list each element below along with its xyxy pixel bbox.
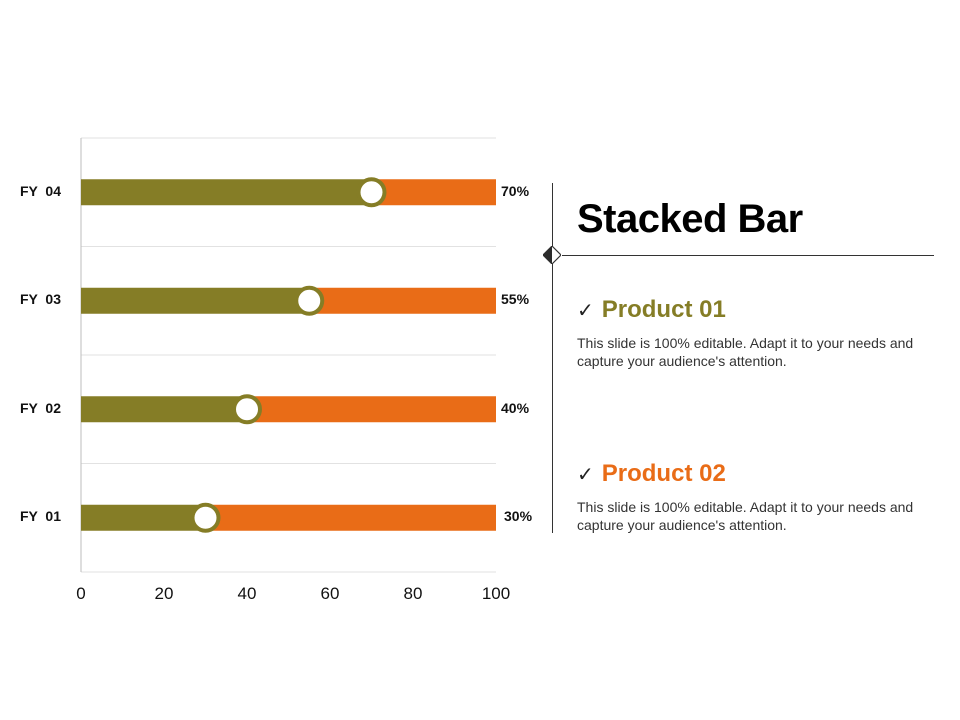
bar-product-01 [81,396,247,423]
bar-product-01 [81,504,206,531]
bar-marker [232,394,262,425]
x-tick-label: 80 [403,584,423,603]
bar-product-02 [247,396,496,423]
bar-marker [294,285,325,316]
category-label-fy02: FY 02 [20,400,61,416]
bar-marker [190,502,221,533]
product-01-description: This slide is 100% editable. Adapt it to… [577,335,914,369]
product-01-heading: ✓ Product 01 [577,296,726,324]
category-label-fy01: FY 01 [20,508,61,524]
page-title: Stacked Bar [577,197,803,241]
stacked-bar-chart [80,137,496,573]
x-tick-label: 60 [320,584,340,603]
data-label-fy04: 70% [501,183,530,199]
bar-marker [356,177,387,208]
data-label-fy01: 30% [504,508,533,524]
x-tick-label: 40 [237,584,257,603]
bar-product-02 [205,504,496,531]
bar-product-01 [81,179,372,206]
x-tick-label: 20 [154,584,174,603]
data-label-fy03: 55% [501,291,530,307]
data-label-fy02: 40% [501,400,530,416]
panel-divider-vertical [552,183,553,533]
bar-product-01 [81,287,310,314]
diamond-icon [543,246,561,264]
x-tick-label: 0 [76,584,86,603]
check-icon: ✓ [577,299,594,322]
bar-product-02 [371,179,496,206]
category-label-fy03: FY 03 [20,291,61,307]
x-tick-label: 100 [481,584,511,603]
product-02-description: This slide is 100% editable. Adapt it to… [577,499,914,533]
product-01-name: Product 01 [601,296,726,323]
category-label-fy04: FY 04 [20,183,61,199]
bar-product-02 [309,287,496,314]
check-icon: ✓ [577,463,594,486]
product-02-heading: ✓ Product 02 [577,460,726,488]
product-02-name: Product 02 [601,460,726,487]
title-underline [562,255,934,256]
